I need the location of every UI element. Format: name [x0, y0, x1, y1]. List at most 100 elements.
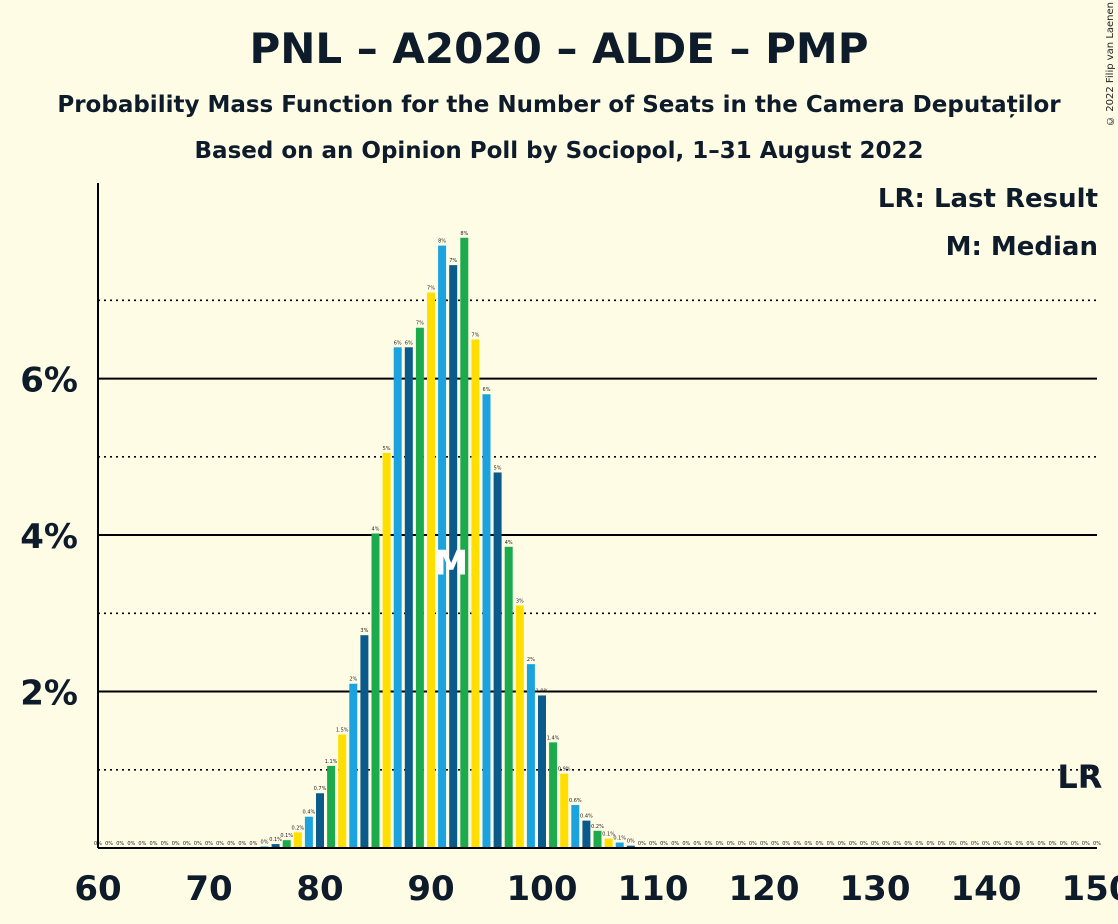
bar-data-label: 0% — [738, 841, 746, 847]
bar — [538, 695, 546, 848]
bar — [526, 664, 535, 848]
bar-data-label: 0% — [1026, 841, 1034, 847]
bar — [471, 339, 480, 848]
bar-data-label: 0% — [138, 841, 146, 847]
bar-data-label: 0% — [1060, 841, 1068, 847]
bar-data-label: 0% — [1038, 841, 1046, 847]
bar — [282, 840, 291, 848]
bar — [316, 793, 324, 848]
bar — [493, 472, 502, 848]
legend-last-result: LR: Last Result — [877, 184, 1098, 214]
bar-data-label: 0% — [749, 841, 757, 847]
bar-data-label: 0% — [904, 841, 912, 847]
bar-data-label: 0% — [705, 841, 713, 847]
bar-data-label: 0% — [860, 841, 868, 847]
chart-subtitle: Probability Mass Function for the Number… — [57, 92, 1061, 118]
bar-data-label: 0% — [205, 841, 213, 847]
bar-data-label: 6% — [394, 340, 402, 346]
bar-data-label: 7% — [449, 258, 457, 264]
bar-data-label: 0.2% — [291, 825, 304, 831]
bar-data-label: 0% — [671, 841, 679, 847]
bar-data-label: 0% — [660, 841, 668, 847]
bar-data-label: 0% — [949, 841, 957, 847]
bar-data-label: 0% — [838, 841, 846, 847]
bar-data-label: 0% — [682, 841, 690, 847]
x-tick-label: 90 — [407, 869, 454, 909]
chart-source: Based on an Opinion Poll by Sociopol, 1–… — [194, 138, 924, 164]
bar-data-label: 0% — [249, 841, 257, 847]
bar-data-label: 0% — [161, 841, 169, 847]
x-tick-label: 140 — [951, 869, 1022, 909]
legend-median: M: Median — [945, 232, 1098, 262]
x-tick-label: 120 — [729, 869, 800, 909]
bar-data-label: 8% — [438, 239, 446, 245]
bar-data-label: 1.4% — [547, 735, 560, 741]
bar-data-label: 0% — [127, 841, 135, 847]
bar — [560, 773, 569, 848]
bar-data-label: 0% — [1093, 841, 1101, 847]
bar-data-label: 0% — [261, 839, 269, 845]
bar — [360, 635, 369, 848]
bar — [427, 292, 435, 848]
bar-data-label: 0.6% — [569, 798, 582, 804]
bar-data-label: 0% — [816, 841, 824, 847]
bar-data-label: 0.9% — [558, 767, 571, 773]
bar — [293, 832, 302, 848]
bar-data-label: 0% — [871, 841, 879, 847]
x-tick-label: 150 — [1062, 869, 1118, 909]
bar-data-label: 0% — [105, 841, 113, 847]
bar-data-label: 0% — [693, 841, 701, 847]
bar-data-label: 0.1% — [269, 837, 282, 843]
bar-data-label: 0% — [849, 841, 857, 847]
bar-data-label: 0% — [993, 841, 1001, 847]
bar — [482, 394, 491, 848]
bar-data-label: 0.7% — [314, 786, 327, 792]
bar — [438, 245, 447, 848]
bar-data-label: 5% — [383, 446, 391, 452]
median-marker: M — [434, 543, 468, 583]
bar — [582, 820, 591, 848]
bar — [615, 842, 624, 848]
bar-data-label: 0% — [915, 841, 923, 847]
bar-data-label: 0% — [638, 841, 646, 847]
bar-data-label: 0% — [982, 841, 990, 847]
bar-data-label: 0% — [183, 841, 191, 847]
bar — [327, 765, 336, 848]
x-tick-label: 80 — [296, 869, 343, 909]
bar-data-label: 0% — [971, 841, 979, 847]
y-tick-label: 2% — [20, 674, 78, 714]
bar-data-label: 0% — [238, 841, 246, 847]
bar — [460, 237, 469, 848]
bar-data-label: 0% — [116, 841, 124, 847]
bar-data-label: 0% — [938, 841, 946, 847]
bar-data-label: 0.1% — [280, 833, 293, 839]
y-tick-label: 4% — [20, 517, 78, 557]
bar-data-label: 0.1% — [602, 832, 615, 838]
bar — [549, 742, 558, 848]
bar-data-label: 0% — [827, 841, 835, 847]
bar-data-label: 1.9% — [536, 688, 549, 694]
bar — [371, 533, 380, 848]
bar — [382, 452, 391, 848]
bar — [349, 683, 358, 848]
bar-data-label: 2% — [349, 677, 357, 683]
bar-data-label: 0% — [1071, 841, 1079, 847]
bar-data-label: 0% — [927, 841, 935, 847]
bar-data-label: 0% — [893, 841, 901, 847]
bar-data-label: 0.4% — [303, 810, 316, 816]
bar-data-label: 0% — [782, 841, 790, 847]
bar-data-label: 2% — [527, 657, 535, 663]
bar-data-label: 0% — [627, 839, 635, 845]
chart-title: PNL – A2020 – ALDE – PMP — [249, 24, 869, 73]
bar — [393, 347, 402, 848]
bar-data-label: 7% — [471, 332, 479, 338]
bar — [515, 605, 524, 848]
bar-data-label: 1.5% — [336, 728, 349, 734]
bar-data-label: 0% — [150, 841, 158, 847]
bar-data-label: 0% — [882, 841, 890, 847]
x-tick-label: 100 — [507, 869, 578, 909]
bar — [449, 265, 458, 848]
bar-data-label: 4% — [505, 540, 513, 546]
bar-data-label: 0% — [727, 841, 735, 847]
